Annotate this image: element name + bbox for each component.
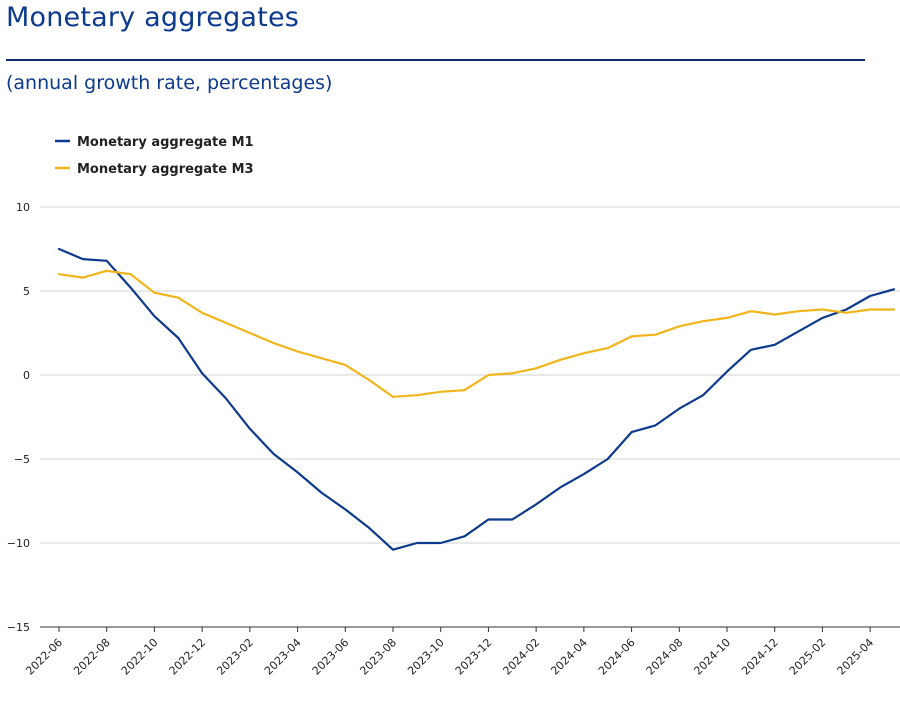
- x-tick-label: 2025-04: [835, 636, 877, 678]
- y-tick-label: −10: [7, 537, 30, 550]
- title-divider: [6, 59, 865, 61]
- x-tick-label: 2022-12: [167, 636, 209, 678]
- y-axis-ticks: 10 5 0 −5 −10 −15: [7, 201, 30, 634]
- y-tick-label: 5: [23, 285, 30, 298]
- x-axis-ticks: 2022-06 2022-08 2022-10 2022-12 2023-02 2023-…: [23, 627, 876, 678]
- x-tick-label: 2022-06: [23, 636, 65, 678]
- x-tick-label: 2024-02: [501, 636, 543, 678]
- x-tick-label: 2022-08: [71, 636, 113, 678]
- y-tick-label: 10: [16, 201, 30, 214]
- x-tick-label: 2023-08: [357, 636, 399, 678]
- x-tick-label: 2023-02: [214, 636, 256, 678]
- y-tick-label: −15: [7, 621, 30, 634]
- chart-title: Monetary aggregates: [6, 2, 300, 33]
- x-tick-label: 2025-02: [787, 636, 829, 678]
- series-line-m3[interactable]: [57, 269, 896, 398]
- series-lines: [57, 247, 896, 551]
- legend-label-m1[interactable]: Monetary aggregate M1: [77, 135, 254, 150]
- y-tick-label: 0: [23, 369, 30, 382]
- legend: Monetary aggregate M1 Monetary aggregate…: [55, 135, 254, 177]
- x-tick-label: 2022-10: [119, 636, 161, 678]
- x-tick-label: 2023-12: [453, 636, 495, 678]
- y-tick-label: −5: [14, 453, 30, 466]
- x-tick-label: 2024-10: [691, 636, 733, 678]
- x-tick-label: 2023-10: [405, 636, 447, 678]
- chart-subtitle: (annual growth rate, percentages): [6, 72, 333, 94]
- x-tick-label: 2023-06: [310, 636, 352, 678]
- x-tick-label: 2024-06: [596, 636, 638, 678]
- legend-label-m3[interactable]: Monetary aggregate M3: [77, 162, 254, 177]
- x-tick-label: 2024-12: [739, 636, 781, 678]
- grid: [40, 206, 900, 628]
- series-line-m1[interactable]: [57, 247, 896, 551]
- x-tick-label: 2023-04: [262, 636, 304, 678]
- x-tick-label: 2024-04: [548, 636, 590, 678]
- x-tick-label: 2024-08: [644, 636, 686, 678]
